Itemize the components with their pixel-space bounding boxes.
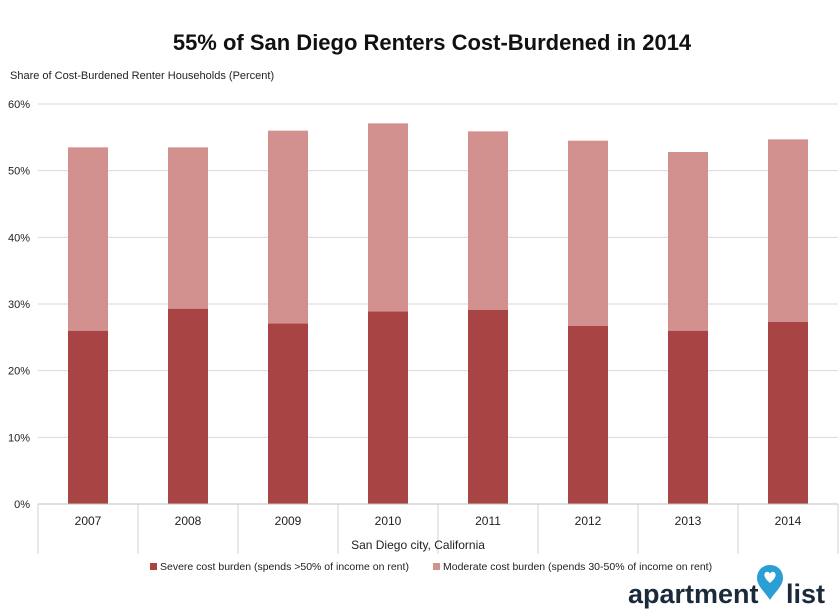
y-tick-label: 10% — [8, 432, 30, 444]
y-tick-label: 40% — [8, 232, 30, 244]
heart-shape — [764, 571, 776, 583]
legend-label: Severe cost burden (spends >50% of incom… — [160, 561, 409, 573]
y-tick-label: 30% — [8, 299, 30, 311]
logo-word-right: list — [786, 579, 825, 609]
y-tick-label: 50% — [8, 166, 30, 178]
y-tick-labels: 0% 10% 20% 30% 40% 50% 60% — [8, 99, 30, 511]
bars — [68, 123, 808, 504]
x-axis: 2007 2008 2009 2010 2011 2012 2013 2014 — [37, 503, 839, 554]
x-tick-label: 2010 — [375, 514, 402, 528]
bar-severe-2007 — [68, 330, 108, 504]
y-tick-label: 20% — [8, 366, 30, 378]
bar-moderate-2010 — [368, 123, 408, 312]
gridlines — [38, 103, 838, 438]
bar-severe-2012 — [568, 326, 608, 504]
bar-moderate-2012 — [568, 140, 608, 326]
apartment-list-logo: apartment list — [628, 565, 825, 609]
y-tick-label: 60% — [8, 99, 30, 111]
bar-moderate-2014 — [768, 139, 808, 322]
bar-moderate-2013 — [668, 152, 708, 331]
x-tick-label: 2014 — [775, 514, 802, 528]
logo-word-left: apartment — [628, 579, 759, 609]
x-tick-label: 2011 — [475, 514, 501, 528]
legend: Severe cost burden (spends >50% of incom… — [150, 561, 712, 573]
legend-swatch — [150, 563, 157, 570]
bar-severe-2013 — [668, 330, 708, 504]
legend-swatch — [433, 563, 440, 570]
y-axis-label: Share of Cost-Burdened Renter Households… — [10, 70, 274, 82]
x-tick-label: 2009 — [275, 514, 302, 528]
bar-severe-2008 — [168, 308, 208, 504]
x-tick-label: 2007 — [75, 514, 102, 528]
x-tick-label: 2008 — [175, 514, 202, 528]
y-tick-label: 0% — [14, 499, 30, 511]
bar-moderate-2009 — [268, 130, 308, 324]
bar-moderate-2008 — [168, 147, 208, 309]
bar-severe-2011 — [468, 310, 508, 504]
x-tick-label: 2013 — [675, 514, 702, 528]
bar-moderate-2011 — [468, 131, 508, 310]
map-pin-heart-icon — [757, 565, 783, 600]
bar-severe-2009 — [268, 323, 308, 504]
x-tick-label: 2012 — [575, 514, 602, 528]
bar-severe-2010 — [368, 311, 408, 504]
x-axis-label: San Diego city, California — [351, 538, 485, 552]
chart-title: 55% of San Diego Renters Cost-Burdened i… — [173, 30, 692, 55]
bar-severe-2014 — [768, 322, 808, 504]
legend-label: Moderate cost burden (spends 30-50% of i… — [443, 561, 712, 573]
bar-moderate-2007 — [68, 147, 108, 331]
